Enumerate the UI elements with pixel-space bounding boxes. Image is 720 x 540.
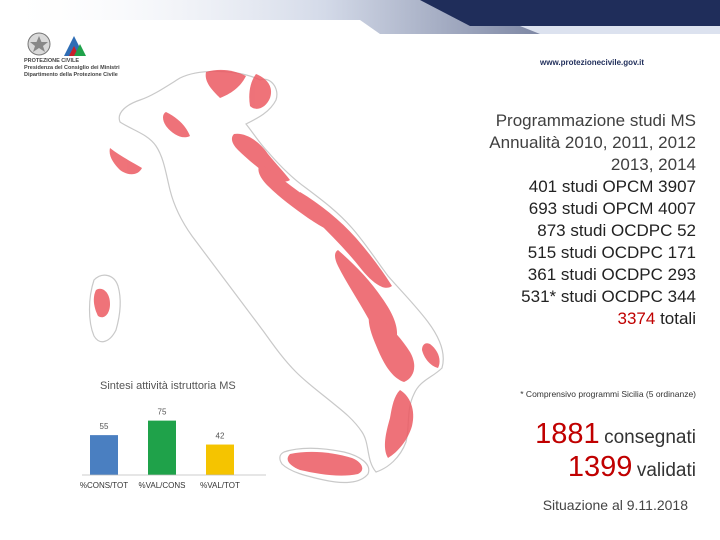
validated-value: 1399	[567, 451, 633, 483]
bar-val-tot	[206, 444, 234, 475]
category-label: %VAL/TOT	[200, 481, 240, 490]
status-panel: 1881 consegnati 1399 validati	[436, 418, 696, 484]
logo-text: PROTEZIONE CIVILE Presidenza del Consigl…	[24, 58, 120, 79]
total-value: 3374	[617, 309, 656, 328]
status-date: Situazione al 9.11.2018	[542, 497, 688, 513]
validated-row: 1399 validati	[436, 451, 696, 484]
summary-panel: Programmazione studi MS Annualità 2010, …	[396, 110, 696, 330]
emblem-icon	[27, 32, 86, 56]
category-label: %VAL/CONS	[139, 481, 186, 490]
summary-item: 693 studi OPCM 4007	[528, 199, 696, 218]
delivered-row: 1881 consegnati	[436, 418, 696, 451]
summary-item: 515 studi OCDPC 171	[527, 243, 696, 262]
italy-map	[88, 69, 444, 484]
summary-item: 401 studi OPCM 3907	[528, 177, 696, 196]
validated-label: validati	[636, 460, 696, 481]
bar-val-cons	[148, 420, 176, 475]
logo-line: Dipartimento della Protezione Civile	[24, 72, 118, 78]
data-label: 55	[100, 422, 109, 431]
summary-item: 361 studi OCDPC 293	[527, 265, 696, 284]
logo-line: Presidenza del Consiglio dei Ministri	[24, 65, 120, 71]
delivered-value: 1881	[535, 418, 600, 450]
summary-title-line: Programmazione studi MS	[495, 111, 696, 130]
website-link[interactable]: www.protezionecivile.gov.it	[540, 58, 645, 67]
data-label: 75	[158, 408, 167, 417]
header-band	[0, 0, 720, 34]
protezione-civile-logo	[22, 30, 102, 94]
summary-item: 531* studi OCDPC 344	[521, 287, 696, 306]
bar-chart: 55 %CONS/TOT 75 %VAL/CONS 42 %VAL/TOT	[80, 408, 266, 490]
summary-title-line: Annualità 2010, 2011, 2012	[489, 133, 696, 152]
summary-item: 873 studi OCDPC 52	[537, 221, 696, 240]
delivered-label: consegnati	[604, 427, 696, 448]
logo-line: PROTEZIONE CIVILE	[24, 58, 80, 64]
summary-title-line: 2013, 2014	[610, 155, 696, 174]
category-label: %CONS/TOT	[80, 481, 128, 490]
bar-cons-tot	[90, 435, 118, 475]
chart-title: Sintesi attività istruttoria MS	[100, 380, 236, 392]
footnote: * Comprensivo programmi Sicilia (5 ordin…	[520, 389, 696, 399]
total-label: totali	[660, 309, 696, 328]
data-label: 42	[216, 432, 225, 441]
summary-total: 3374 totali	[396, 308, 696, 330]
